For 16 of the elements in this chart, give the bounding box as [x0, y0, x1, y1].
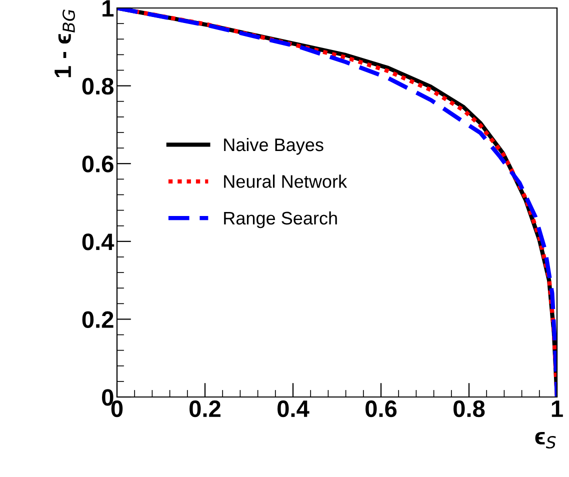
x-tick-label: 1: [552, 400, 563, 417]
legend-label: Neural Network: [224, 174, 348, 188]
y-tick-label: 0.4: [82, 233, 114, 250]
y-tick-label: 0.2: [82, 311, 114, 328]
x-tick-label: 0.8: [454, 400, 485, 418]
y-tick-label: 0: [102, 389, 114, 406]
y-tick-label: 1: [102, 0, 114, 17]
y-tick-label: 0.6: [82, 156, 114, 172]
legend-label: Naive Bayes: [224, 138, 324, 155]
legend-label: Range Search: [224, 211, 337, 228]
x-axis-title: ϵ$_{S}$: [535, 432, 556, 449]
x-tick-label: 0.2: [190, 400, 220, 418]
x-tick-label: 0.6: [366, 400, 397, 418]
y-axis-title: 1 - ϵ$_{BG}$: [54, 10, 76, 78]
x-tick-label: 0.4: [278, 400, 310, 418]
y-tick-label: 0.8: [82, 78, 114, 95]
